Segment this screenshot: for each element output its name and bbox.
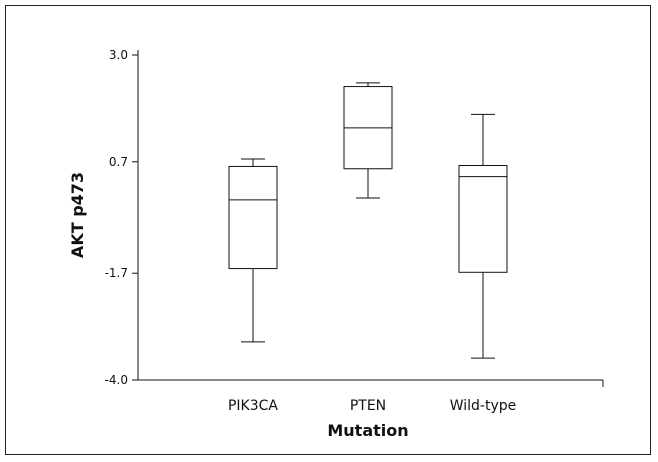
box-pik3ca: [228, 158, 278, 343]
axes: [137, 50, 604, 387]
x-tick-label: PIK3CA: [228, 398, 278, 414]
x-axis-title: Mutation: [327, 421, 408, 440]
y-tick-label: -4.0: [105, 373, 128, 387]
x-tick-label: PTEN: [350, 398, 386, 414]
x-tick-labels: PIK3CA PTEN Wild-type: [228, 398, 516, 414]
box-iqr: [228, 165, 278, 270]
x-tick-label: Wild-type: [450, 398, 517, 414]
box-wild-type: [458, 113, 508, 359]
y-ticks: 3.0 0.7 -1.7 -4.0: [105, 48, 138, 387]
box-pten: [343, 82, 393, 199]
y-tick-label: -1.7: [105, 266, 128, 280]
y-tick-label: 0.7: [109, 155, 128, 169]
y-axis-title: AKT p473: [68, 172, 87, 258]
box-iqr: [458, 165, 508, 273]
y-tick-label: 3.0: [109, 48, 128, 62]
boxes: [228, 82, 508, 359]
